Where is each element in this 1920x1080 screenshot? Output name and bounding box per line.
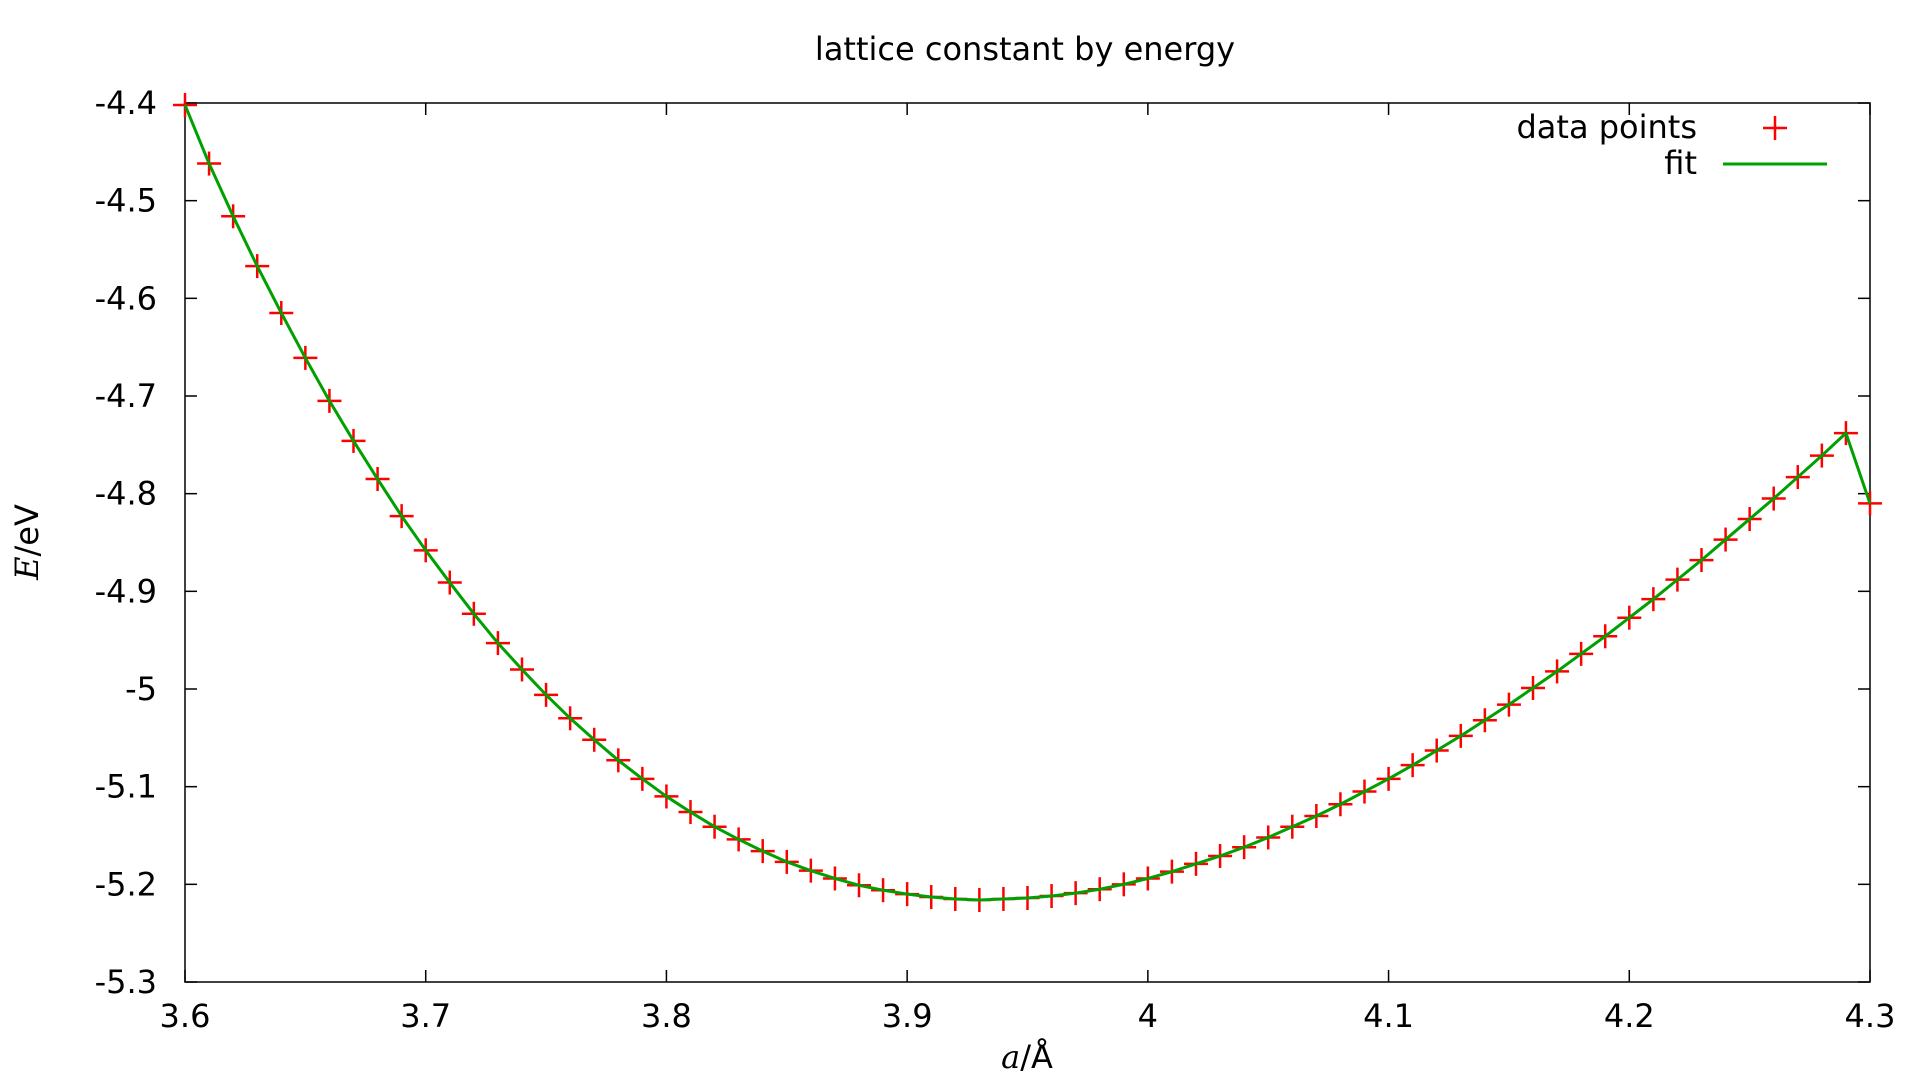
x-tick-label: 4.3: [1845, 997, 1896, 1035]
y-tick-label: -4.8: [95, 475, 157, 513]
x-tick-label: 4.2: [1604, 997, 1655, 1035]
data-point: [1858, 491, 1882, 516]
x-tick-label: 3.9: [882, 997, 933, 1035]
plot-frame: [184, 102, 1871, 983]
x-tick-label: 4: [1138, 997, 1158, 1035]
legend: data points fit: [1516, 108, 1827, 182]
x-tick-label: 4.1: [1363, 997, 1414, 1035]
legend-label-data-points: data points: [1516, 108, 1697, 146]
y-tick-label: -5.2: [95, 865, 157, 903]
x-tick-label: 3.8: [641, 997, 692, 1035]
y-tick-label: -5: [125, 670, 157, 708]
y-tick-label: -4.4: [95, 84, 157, 122]
y-tick-label: -5.3: [95, 963, 157, 1001]
chart-title: lattice constant by energy: [815, 30, 1235, 68]
x-axis-variable: a: [1001, 1038, 1020, 1076]
y-axis-variable: E: [8, 557, 46, 581]
y-tick-label: -4.5: [95, 182, 157, 220]
y-axis-unit: /eV: [8, 504, 46, 556]
legend-marker-data-points: [1763, 116, 1787, 140]
y-tick-label: -5.1: [95, 768, 157, 806]
legend-label-fit: fit: [1664, 144, 1697, 182]
y-tick-label: -4.7: [95, 377, 157, 415]
x-axis-label: a/Å: [1001, 1038, 1053, 1076]
y-axis-label: E/eV: [8, 504, 46, 581]
x-axis: 3.6 3.7 3.8 3.9 4 4.1 4.2 4.3: [160, 103, 1896, 1035]
fit-line: [183, 104, 1872, 902]
y-axis: -4.4 -4.5 -4.6 -4.7 -4.8 -4.9 -5 -5.1 -5.2 -5.3: [95, 84, 1870, 1001]
x-tick-label: 3.7: [400, 997, 451, 1035]
x-axis-unit: /Å: [1020, 1038, 1053, 1076]
y-tick-label: -4.9: [95, 572, 157, 610]
series-layer: [173, 92, 1882, 912]
x-tick-label: 3.6: [160, 997, 211, 1035]
y-tick-label: -4.6: [95, 279, 157, 317]
